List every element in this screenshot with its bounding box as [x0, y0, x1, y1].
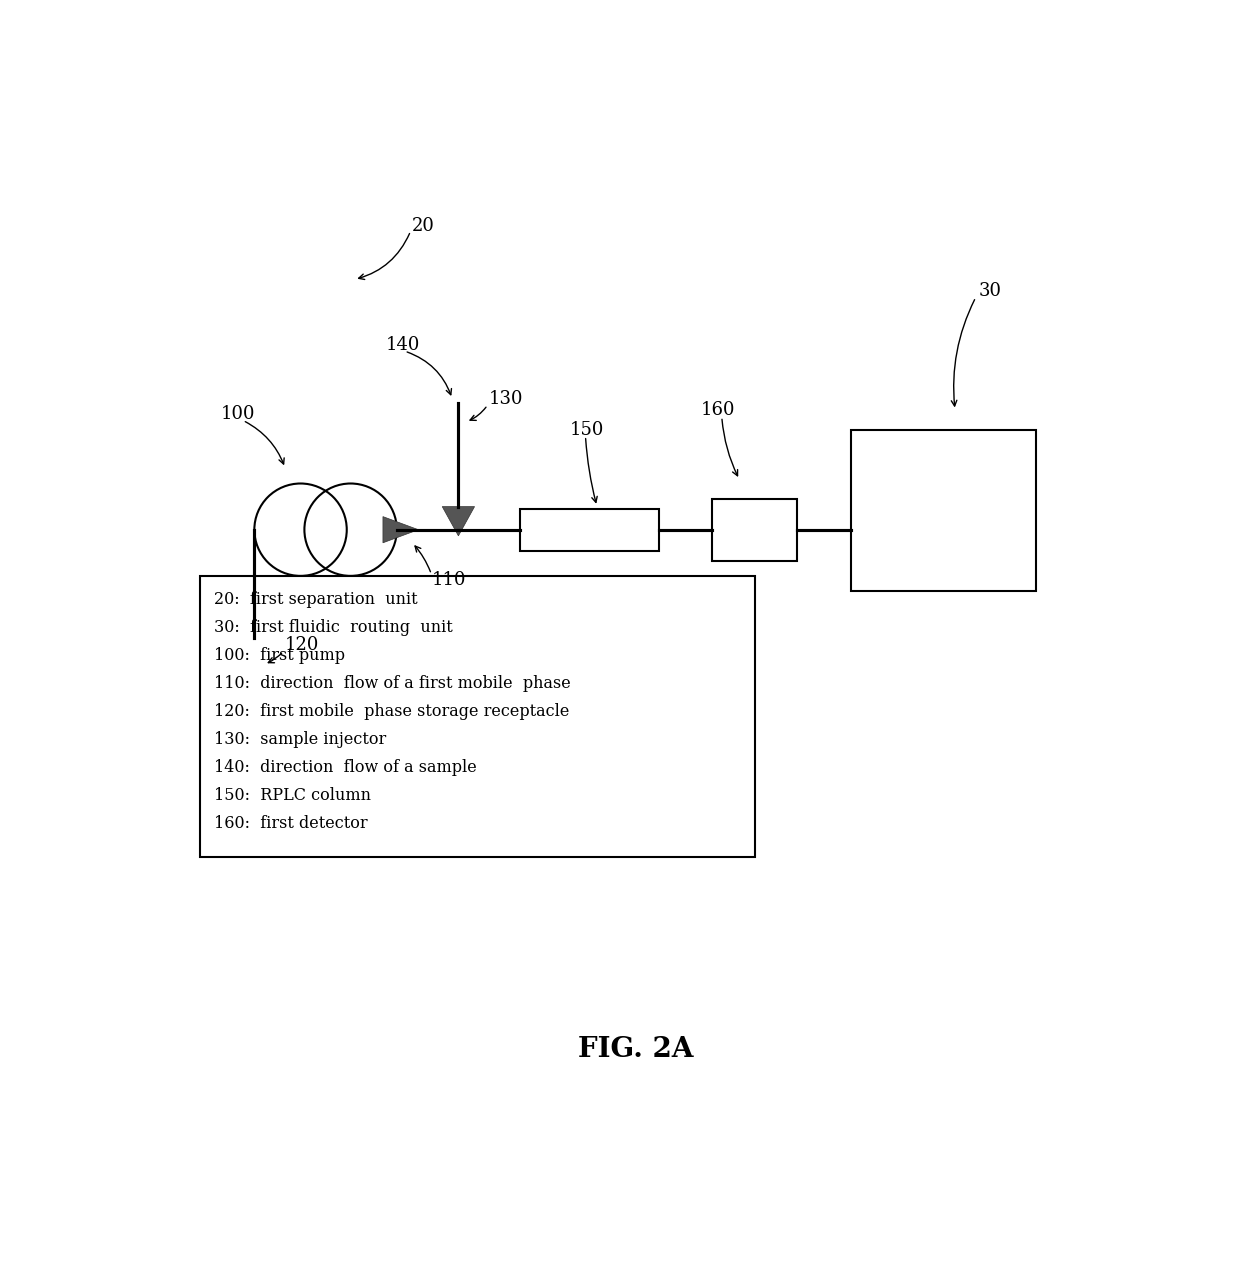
- Polygon shape: [443, 507, 475, 536]
- Bar: [520, 508, 658, 551]
- Text: 110:  direction  flow of a first mobile  phase: 110: direction flow of a first mobile ph…: [215, 674, 572, 692]
- Text: 100:  first pump: 100: first pump: [215, 646, 345, 664]
- Polygon shape: [383, 517, 418, 542]
- Text: 150: 150: [570, 420, 604, 438]
- Text: 20: 20: [412, 217, 435, 235]
- Bar: [226, 638, 283, 707]
- Bar: [201, 575, 755, 857]
- Text: 100: 100: [221, 405, 255, 423]
- Text: 130: 130: [490, 390, 523, 408]
- Text: 140: 140: [386, 335, 419, 354]
- Text: FIG. 2A: FIG. 2A: [578, 1036, 693, 1063]
- Text: 130:  sample injector: 130: sample injector: [215, 732, 387, 748]
- Text: 110: 110: [432, 570, 466, 589]
- Text: 150:  RPLC column: 150: RPLC column: [215, 787, 371, 804]
- Text: 30: 30: [978, 282, 1001, 300]
- Bar: [713, 499, 797, 560]
- Text: 160: 160: [701, 401, 735, 419]
- Text: 20:  first separation  unit: 20: first separation unit: [215, 591, 418, 607]
- Text: 30:  first fluidic  routing  unit: 30: first fluidic routing unit: [215, 618, 453, 635]
- Text: 120:  first mobile  phase storage receptacle: 120: first mobile phase storage receptac…: [215, 702, 569, 720]
- Text: 160:  first detector: 160: first detector: [215, 815, 368, 832]
- Text: 140:  direction  flow of a sample: 140: direction flow of a sample: [215, 759, 477, 776]
- Text: 120: 120: [285, 636, 320, 654]
- Ellipse shape: [226, 698, 283, 715]
- Bar: [851, 429, 1035, 592]
